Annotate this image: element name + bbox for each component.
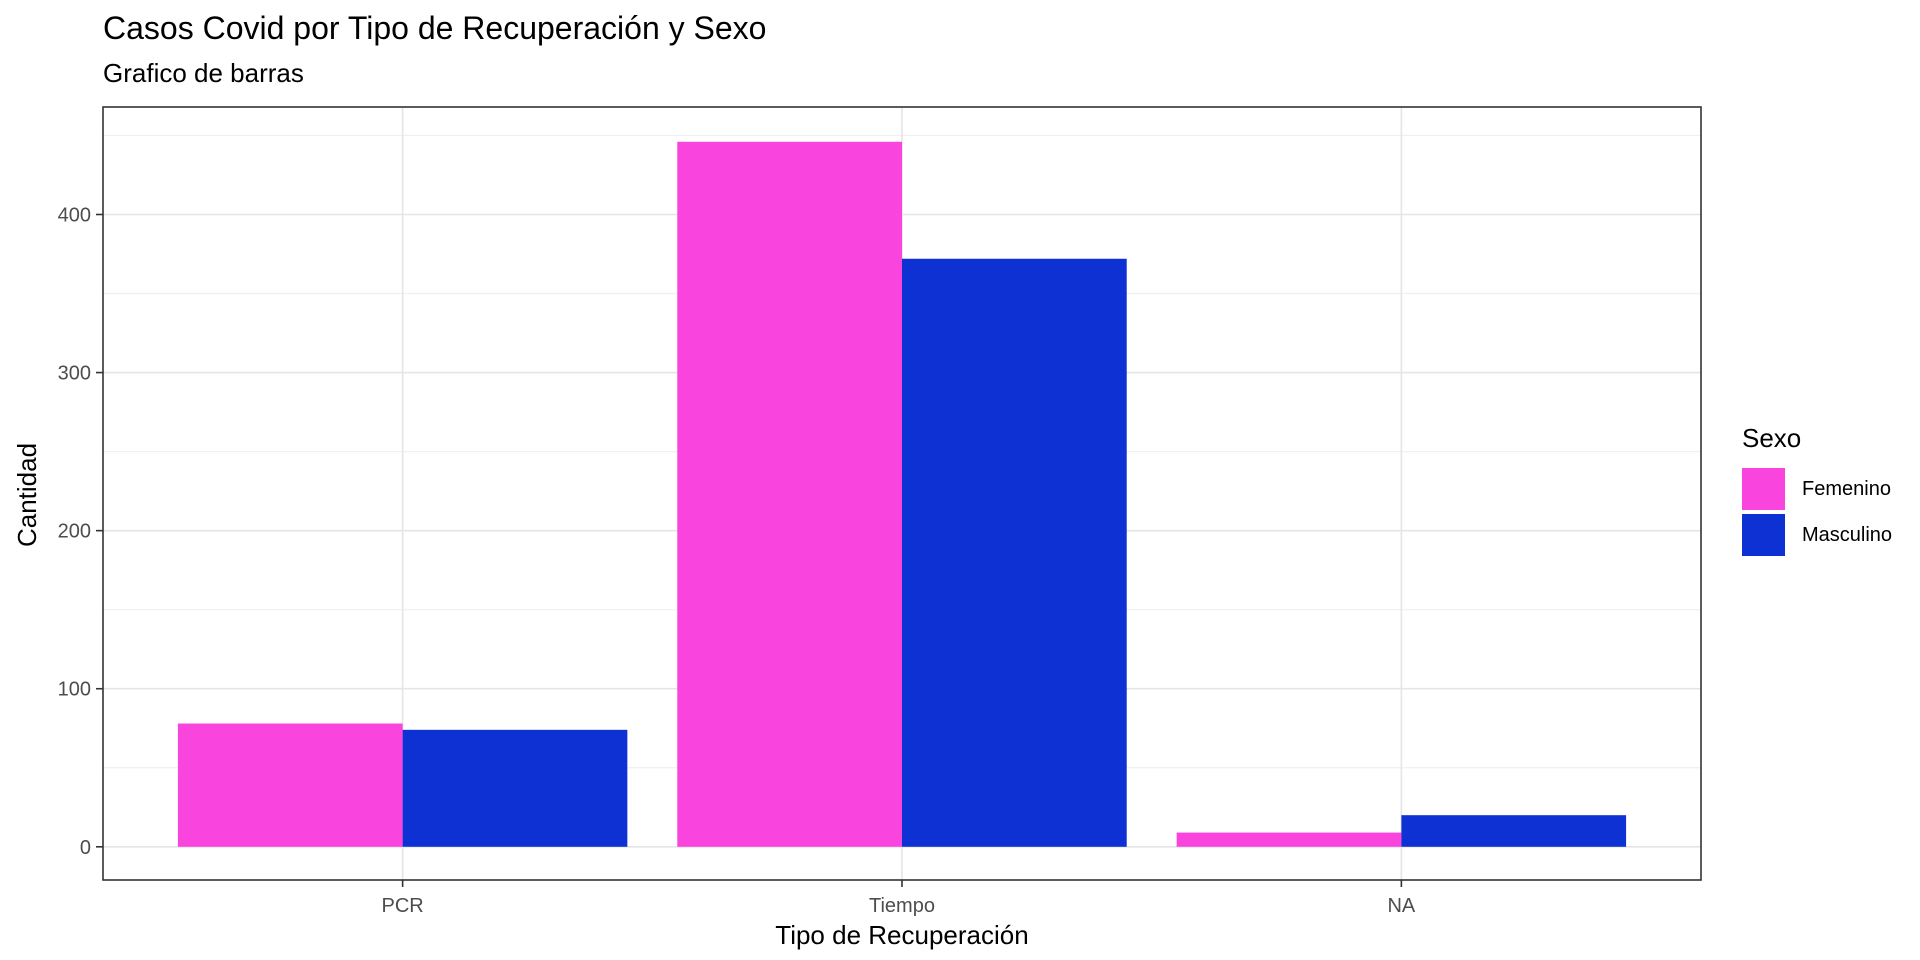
y-tick-label: 0 [80, 837, 91, 859]
legend-key-femenino [1742, 468, 1785, 510]
bar-femenino-pcr [177, 723, 403, 847]
y-axis-title: Cantidad [12, 443, 42, 547]
x-tick-label: NA [1387, 895, 1415, 917]
axes: 0 100 200 300 400 PCR Tiempo NA [58, 204, 1416, 917]
x-axis-title: Tipo de Recuperación [775, 920, 1028, 950]
y-tick-label: 400 [58, 204, 91, 226]
bars [177, 141, 1627, 847]
legend-label-masculino: Masculino [1802, 523, 1893, 546]
x-tick-label: Tiempo [869, 895, 935, 917]
chart-subtitle: Grafico de barras [103, 58, 304, 88]
legend-label-femenino: Femenino [1802, 477, 1891, 500]
legend-title: Sexo [1742, 423, 1802, 453]
bar-masculino-na [1401, 815, 1627, 847]
legend-key-masculino [1742, 514, 1785, 556]
legend-item-femenino: Femenino [1742, 466, 1892, 512]
bar-femenino-na [1176, 832, 1402, 847]
bar-femenino-tiempo [677, 141, 902, 847]
chart-title: Casos Covid por Tipo de Recuperación y S… [103, 10, 767, 46]
x-tick-label: PCR [382, 895, 424, 917]
y-tick-label: 100 [58, 679, 91, 701]
y-tick-label: 200 [58, 521, 91, 543]
legend-item-masculino: Masculino [1742, 512, 1892, 558]
y-tick-label: 300 [58, 363, 91, 385]
legend: Sexo Femenino Masculino [1742, 423, 1892, 558]
bar-masculino-tiempo [902, 258, 1127, 847]
bar-masculino-pcr [402, 729, 628, 847]
